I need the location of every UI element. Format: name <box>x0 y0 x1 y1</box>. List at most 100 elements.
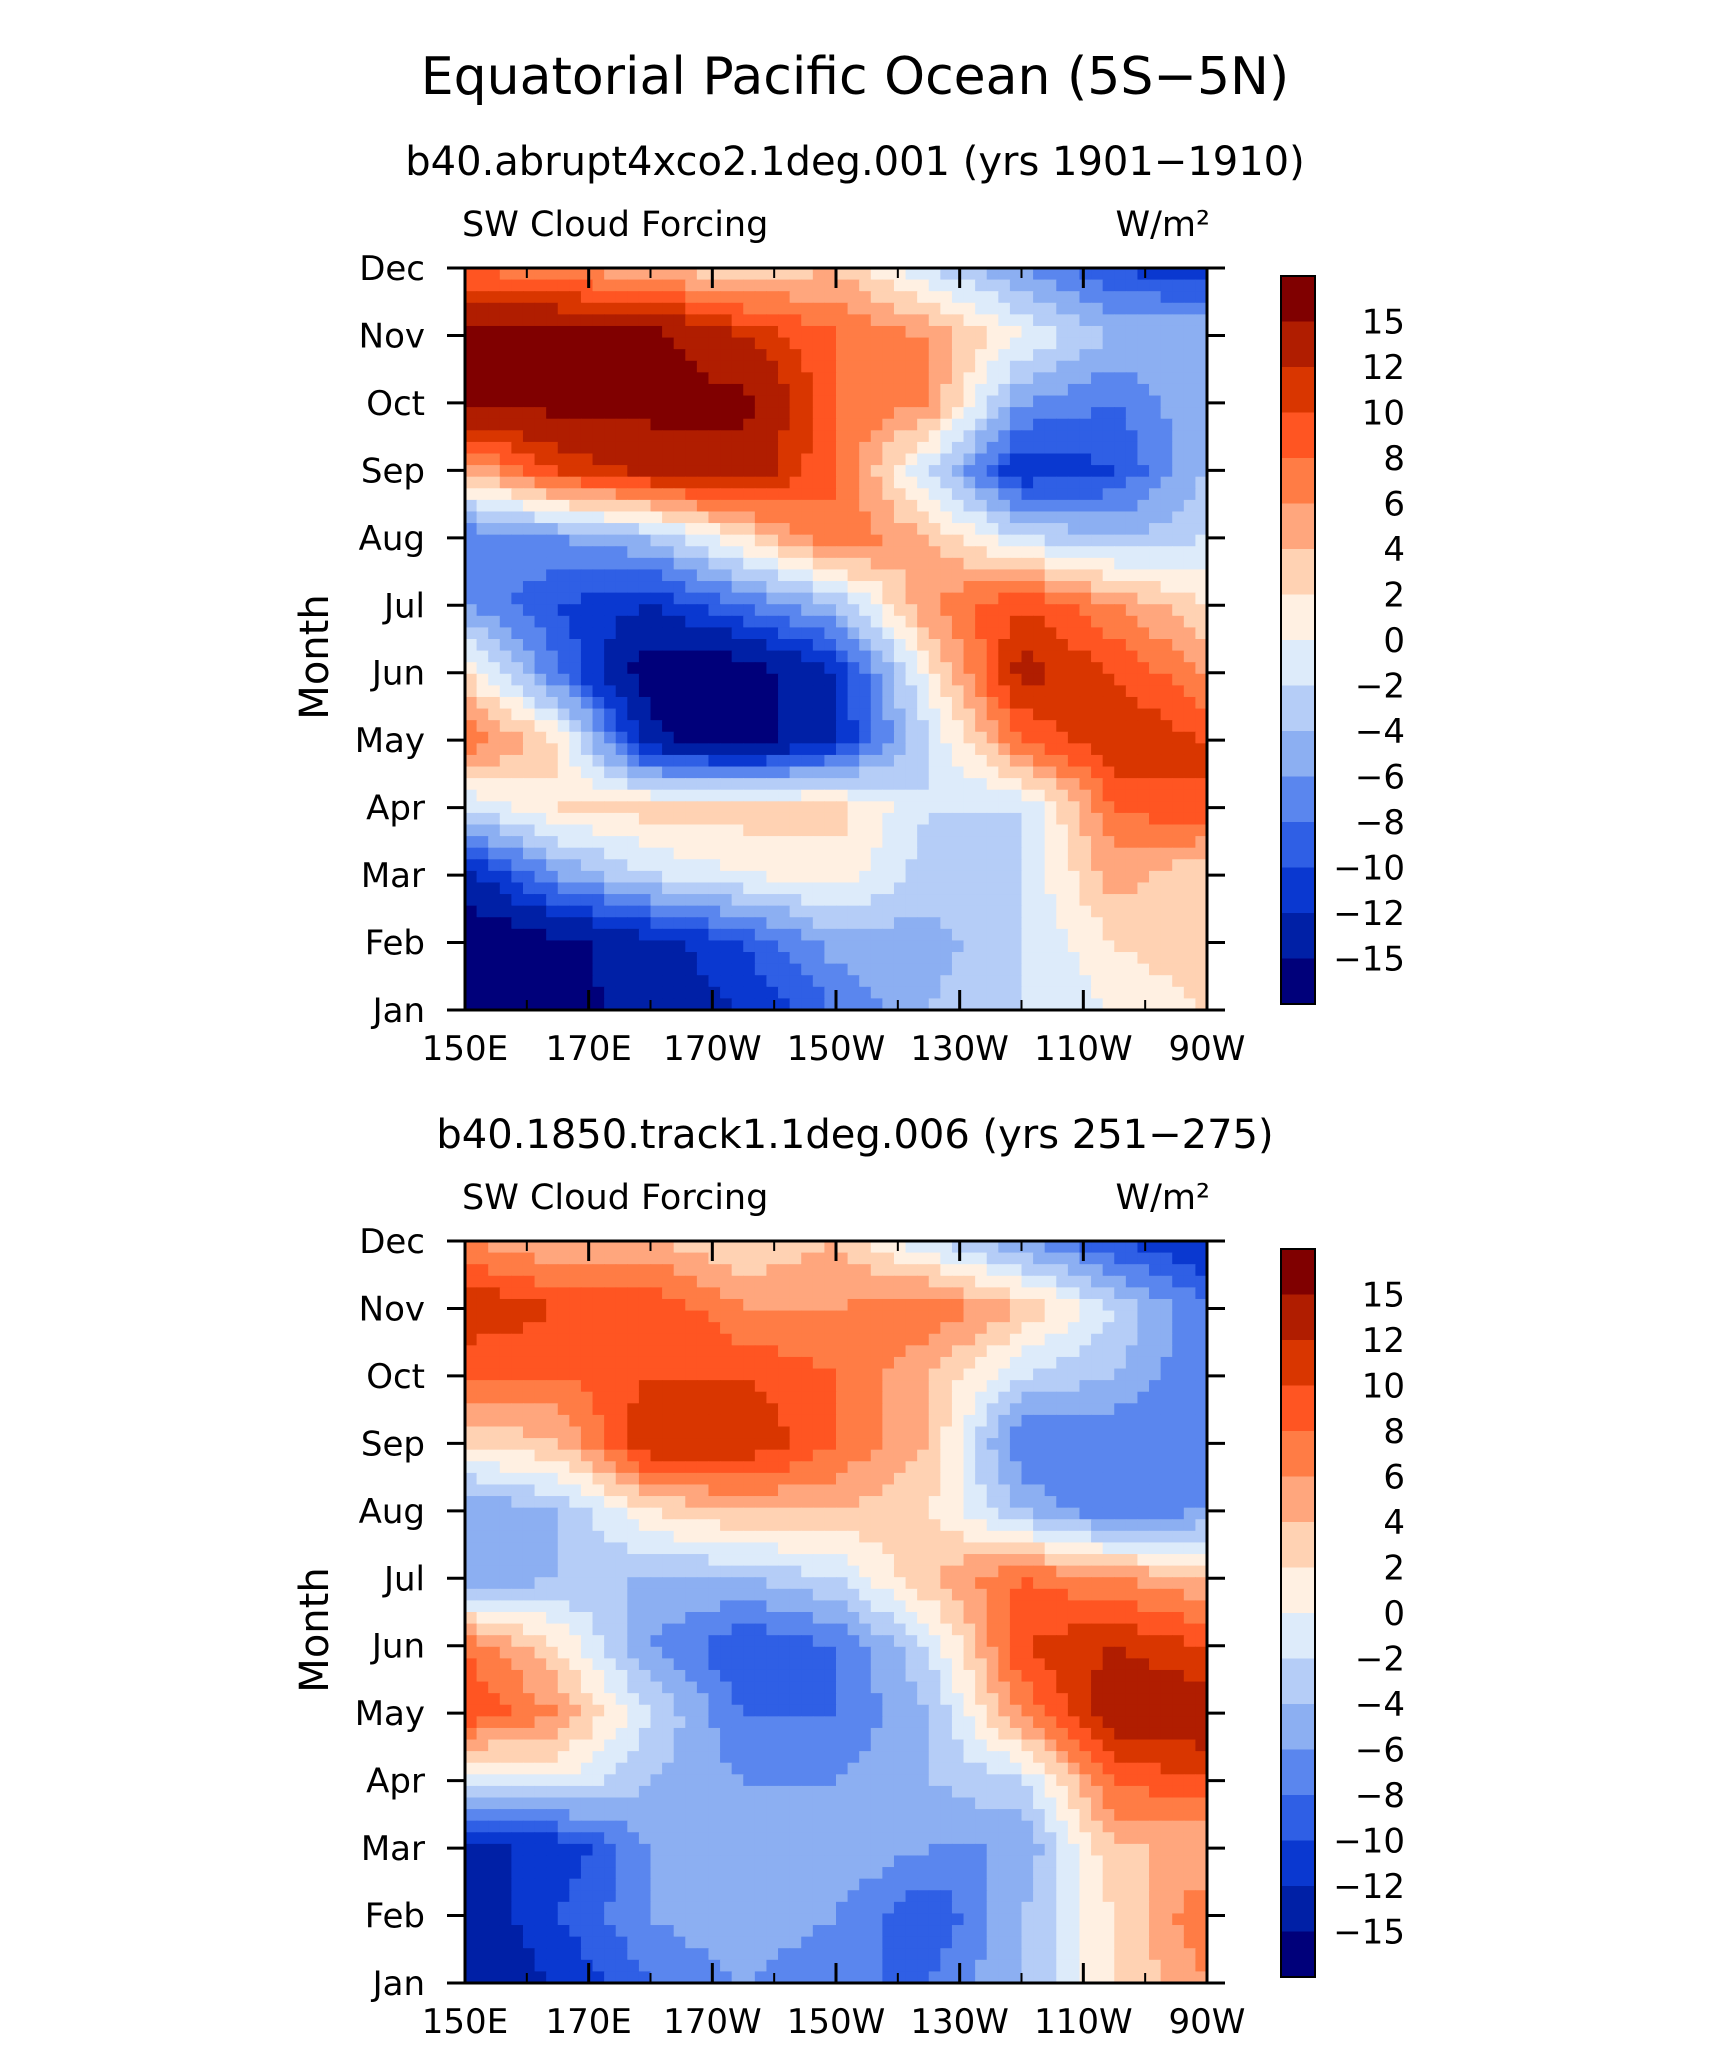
contour-cell <box>522 325 536 339</box>
contour-cell <box>511 302 524 315</box>
contour-cell <box>998 1264 1011 1277</box>
contour-cell <box>1172 801 1185 814</box>
contour-cell <box>766 441 779 455</box>
contour-cell <box>522 894 536 907</box>
contour-cell <box>580 1298 594 1312</box>
contour-cell <box>743 998 756 1011</box>
contour-cell <box>522 847 536 860</box>
contour-cell <box>928 372 941 385</box>
contour-cell <box>662 581 675 594</box>
contour-cell <box>1195 1322 1208 1335</box>
contour-cell <box>754 673 768 686</box>
contour-cell <box>720 708 733 721</box>
contour-cell <box>928 778 941 791</box>
contour-cell <box>708 801 721 814</box>
contour-cell <box>465 685 478 698</box>
contour-cell <box>1137 1264 1150 1277</box>
contour-cell <box>557 905 570 918</box>
contour-cell <box>1102 453 1115 466</box>
contour-cell <box>1033 499 1046 513</box>
contour-cell <box>975 441 988 455</box>
contour-cell <box>951 708 965 721</box>
contour-cell <box>1009 546 1023 559</box>
contour-cell <box>522 314 536 327</box>
contour-cell <box>1079 557 1092 571</box>
contour-cell <box>1149 592 1162 605</box>
contour-cell <box>1067 1298 1081 1312</box>
contour-cell <box>499 360 512 373</box>
contour-cell <box>1137 546 1150 559</box>
contour-cell <box>801 639 814 652</box>
contour-cell <box>1102 975 1115 988</box>
contour-cell <box>534 581 547 594</box>
contour-cell <box>546 441 559 455</box>
contour-cell <box>627 476 640 489</box>
contour-cell <box>685 963 698 976</box>
contour-cell <box>627 952 640 965</box>
contour-cell <box>882 1252 895 1265</box>
contour-cell <box>662 836 675 849</box>
contour-cell <box>615 395 628 408</box>
contour-cell <box>859 743 872 756</box>
contour-cell <box>673 789 686 802</box>
contour-cell <box>778 928 791 942</box>
contour-cell <box>940 581 953 594</box>
contour-cell <box>940 592 953 605</box>
contour-cell <box>882 1241 895 1254</box>
contour-cell <box>1091 812 1104 826</box>
contour-cell <box>1160 314 1173 327</box>
contour-cell <box>1009 581 1023 594</box>
contour-cell <box>534 789 547 802</box>
contour-cell <box>1125 836 1139 849</box>
contour-cell <box>917 453 930 466</box>
contour-cell <box>743 349 756 362</box>
contour-cell <box>1009 268 1023 281</box>
contour-cell <box>801 998 814 1011</box>
contour-cell <box>975 1356 988 1370</box>
contour-cell <box>488 696 501 710</box>
contour-cell <box>951 325 965 339</box>
contour-cell <box>870 720 883 733</box>
contour-cell <box>859 499 872 513</box>
contour-cell <box>766 720 779 733</box>
contour-cell <box>673 673 686 686</box>
contour-cell <box>1160 639 1173 652</box>
contour-cell <box>1091 360 1104 373</box>
contour-cell <box>963 337 976 350</box>
contour-cell <box>986 778 999 791</box>
contour-cell <box>998 650 1011 663</box>
colorbar-segment <box>1281 594 1315 641</box>
contour-cell <box>1183 1264 1196 1277</box>
contour-cell <box>569 627 582 640</box>
contour-cell <box>940 778 953 791</box>
contour-cell <box>743 534 756 547</box>
contour-cell <box>778 383 791 397</box>
contour-cell <box>731 523 744 536</box>
contour-cell <box>1091 418 1104 431</box>
contour-cell <box>754 812 768 826</box>
contour-cell <box>1079 870 1092 884</box>
contour-cell <box>893 1356 907 1370</box>
contour-cell <box>465 778 478 791</box>
contour-cell <box>859 1252 872 1265</box>
contour-cell <box>511 314 524 327</box>
contour-cell <box>1195 291 1208 304</box>
contour-cell <box>465 986 478 999</box>
contour-cell <box>1160 963 1173 976</box>
contour-cell <box>522 360 536 373</box>
contour-cell <box>685 453 698 466</box>
contour-cell <box>488 708 501 721</box>
contour-cell <box>569 928 582 942</box>
contour-cell <box>951 268 965 281</box>
contour-cell <box>488 847 501 860</box>
contour-cell <box>1183 1241 1196 1254</box>
contour-cell <box>696 708 710 721</box>
contour-cell <box>778 975 791 988</box>
contour-cell <box>546 360 559 373</box>
contour-cell <box>975 476 988 489</box>
contour-cell <box>1114 325 1127 339</box>
contour-cell <box>905 476 918 489</box>
contour-cell <box>963 627 976 640</box>
contour-cell <box>557 546 570 559</box>
contour-cell <box>778 627 791 640</box>
